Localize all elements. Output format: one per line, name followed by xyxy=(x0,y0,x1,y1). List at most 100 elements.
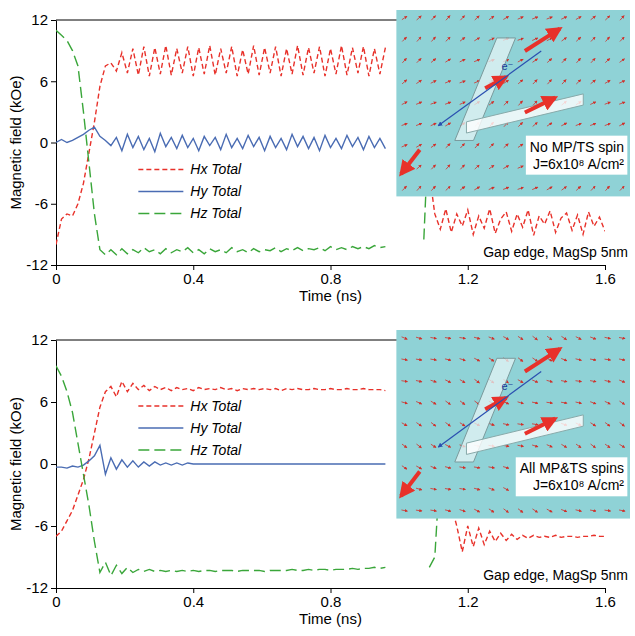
x-tick-label: 0.8 xyxy=(321,270,342,287)
inset-field-arrow xyxy=(488,467,494,468)
inset-field-arrow xyxy=(503,467,509,469)
x-tick: 1.2 xyxy=(458,265,479,287)
y-tick-label: 12 xyxy=(31,331,48,348)
inset-electron-arrow xyxy=(438,51,541,126)
inset-field-arrow xyxy=(576,186,580,190)
inset-field-arrow xyxy=(416,510,422,512)
inset-field-arrow xyxy=(576,444,581,447)
y-tick-mark xyxy=(51,402,56,403)
inset-big-arrow xyxy=(525,349,560,372)
inset-field-arrow xyxy=(576,402,582,403)
inset-field-arrow xyxy=(576,510,582,511)
x-tick: 0 xyxy=(52,588,60,610)
annotation: Gap edge, MagSp 5nm xyxy=(483,244,628,260)
inset-field-arrow xyxy=(416,337,422,339)
inset-field-arrow xyxy=(431,123,436,125)
inset-field-arrow xyxy=(620,16,624,20)
inset-field-arrow xyxy=(605,510,611,512)
inset-field-arrow xyxy=(431,81,436,84)
inset-field-arrow xyxy=(576,123,582,125)
inset-field-arrow xyxy=(474,488,480,490)
inset-field-arrow xyxy=(431,401,436,404)
inset-field-arrow xyxy=(518,358,523,362)
legend-swatch xyxy=(138,427,183,428)
inset-field-arrow xyxy=(562,80,566,84)
inset-field-arrow xyxy=(562,187,567,191)
inset-field-arrow xyxy=(546,402,552,404)
inset-field-arrow xyxy=(474,38,479,41)
y-tick-label: 6 xyxy=(40,393,48,410)
chart-panel: 00.40.81.21.6-12-60612Time (ns)Magnetic … xyxy=(7,10,630,304)
inset-field-arrow xyxy=(416,359,422,361)
y-tick-mark xyxy=(51,265,56,266)
inset-field-arrow xyxy=(402,16,407,19)
inset-field-arrow xyxy=(417,58,421,62)
inset-field-arrow xyxy=(518,144,523,147)
y-tick-mark xyxy=(51,588,56,589)
annotation: J=6x10⁸ A/cm² xyxy=(533,156,624,172)
inset-field-arrow xyxy=(590,102,595,105)
y-axis: -12-60612 xyxy=(26,11,56,273)
y-tick-label: -6 xyxy=(35,517,48,534)
inset-big-arrow xyxy=(401,150,420,174)
legend-swatch xyxy=(138,169,183,170)
inset-field-arrow xyxy=(547,187,552,190)
inset-field-arrow xyxy=(517,423,523,425)
x-tick: 0.4 xyxy=(183,588,204,610)
y-tick: 0 xyxy=(40,134,56,151)
inset-field-arrow xyxy=(445,59,450,62)
inset-field-arrow xyxy=(605,80,610,83)
inset-electron-label: e⁻ xyxy=(502,60,514,72)
y-tick-mark xyxy=(51,204,56,205)
inset-field-arrow xyxy=(416,423,421,426)
inset-field-arrow xyxy=(576,380,582,382)
inset-field-arrow xyxy=(590,381,596,382)
legend-item: Hy Total xyxy=(138,183,242,199)
inset-field-arrow xyxy=(518,80,523,84)
inset-field-arrow xyxy=(518,380,523,383)
inset-field-arrow xyxy=(518,59,523,62)
inset-field-arrow xyxy=(591,80,596,84)
legend-label: Hz Total xyxy=(190,442,242,458)
y-axis-title: Magnetic field (kOe) xyxy=(7,397,24,531)
inset-field-arrow xyxy=(547,59,551,63)
inset-field-arrow xyxy=(475,16,479,20)
inset-field-arrow xyxy=(431,37,435,41)
inset-field-arrow xyxy=(605,337,611,338)
inset-field-arrow xyxy=(475,144,479,149)
inset-field-arrow xyxy=(474,60,480,62)
inset-field-arrow xyxy=(460,359,466,361)
inset-field-arrow xyxy=(561,123,566,126)
inset-field-arrow xyxy=(590,402,596,404)
inset-field-arrow xyxy=(446,37,450,41)
inset-field-arrow xyxy=(446,165,450,170)
inset-field-arrow xyxy=(445,467,451,469)
x-tick: 0.8 xyxy=(321,265,342,287)
inset-field-arrow xyxy=(431,16,435,20)
inset-field-arrow xyxy=(620,59,625,63)
inset-field-arrow xyxy=(460,187,465,191)
inset-field-arrow xyxy=(460,59,465,62)
inset-field-arrow xyxy=(431,59,436,63)
y-axis: -12-60612 xyxy=(26,331,56,596)
inset-background xyxy=(396,10,630,196)
inset-field-arrow xyxy=(416,444,421,448)
inset-field-arrow xyxy=(591,16,596,20)
annotation-background xyxy=(526,136,627,175)
y-tick: 12 xyxy=(31,331,56,348)
inset-field-arrow xyxy=(503,187,509,189)
inset-field-arrow xyxy=(402,37,406,41)
inset-field-arrow xyxy=(489,38,494,40)
inset-image: e⁻ xyxy=(396,330,630,519)
legend-swatch xyxy=(138,213,183,214)
inset-field-arrow xyxy=(561,444,566,447)
inset-field-arrow xyxy=(489,165,494,169)
inset-field-arrow xyxy=(460,380,465,383)
inset-field-arrow xyxy=(518,336,523,339)
inset-field-arrow xyxy=(402,337,408,339)
annotation: Gap edge, MagSp 5nm xyxy=(483,567,628,583)
inset-field-arrow xyxy=(606,186,610,191)
inset-field-arrow xyxy=(503,17,508,20)
inset-field-arrow xyxy=(547,17,553,19)
inset-field-arrow xyxy=(417,37,421,41)
